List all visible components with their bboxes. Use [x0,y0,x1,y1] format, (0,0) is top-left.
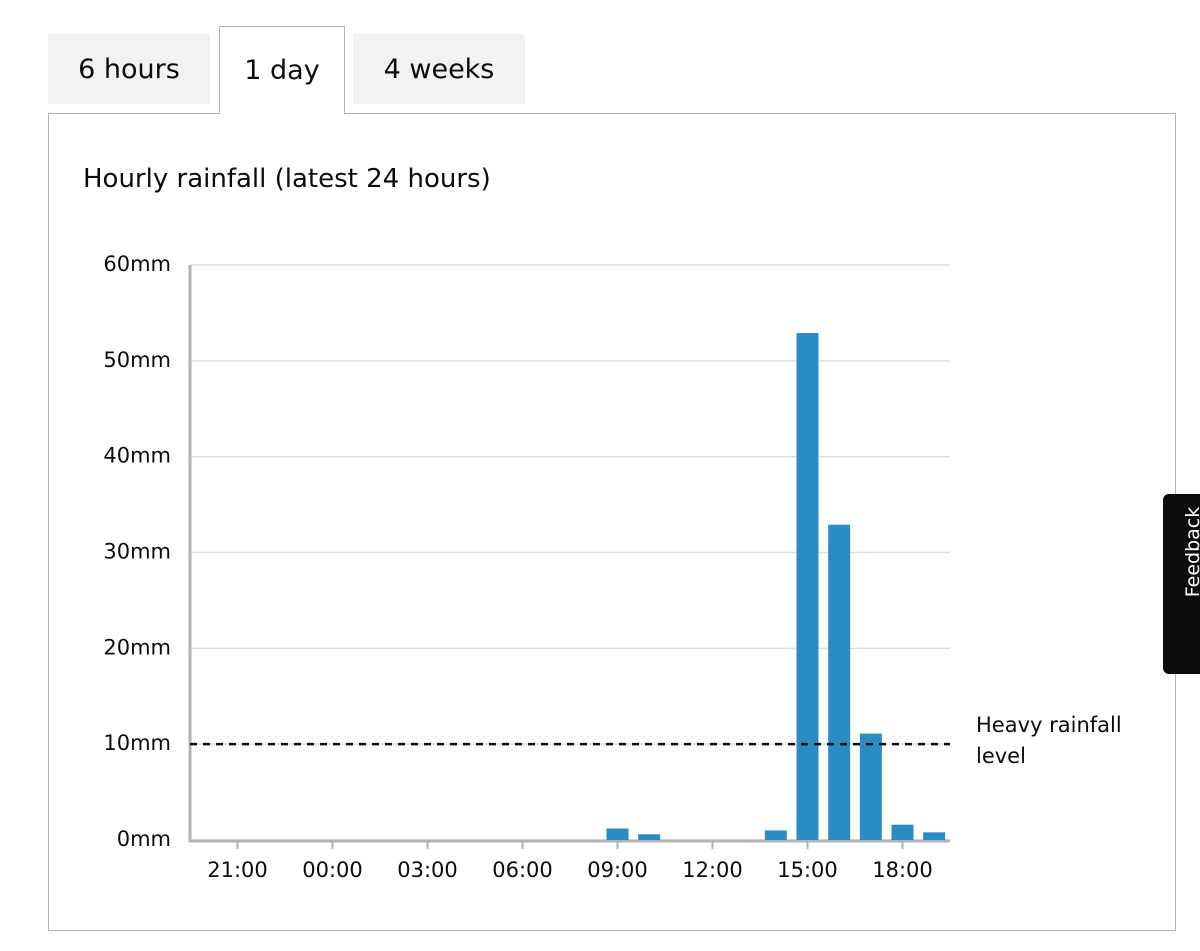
x-tick-label: 21:00 [207,858,268,882]
bar [891,824,914,840]
tab[interactable]: 4 weeks [353,34,525,104]
y-tick-label: 20mm [103,635,171,659]
feedback-label[interactable]: Feedback [1182,506,1200,598]
y-tick-label: 60mm [103,252,171,276]
y-tick-label: 50mm [103,348,171,372]
bar [859,733,882,840]
y-tick-label: 10mm [103,731,171,755]
feedback-tab[interactable]: Feedback [1163,494,1200,674]
x-tick-label: 03:00 [397,858,458,882]
bar [923,832,946,840]
bar [764,830,787,840]
x-tick-label: 09:00 [587,858,648,882]
x-tick-label: 15:00 [777,858,838,882]
bar [828,524,851,840]
bar [796,333,819,840]
y-tick-label: 30mm [103,540,171,564]
y-tick-label: 0mm [117,827,171,851]
x-tick-label: 18:00 [872,858,933,882]
y-tick-label: 40mm [103,444,171,468]
tab[interactable]: 6 hours [48,34,210,104]
chart-title: Hourly rainfall (latest 24 hours) [83,164,491,194]
x-tick-label: 06:00 [492,858,553,882]
tab[interactable]: 1 day [219,26,345,114]
x-tick-label: 00:00 [302,858,363,882]
x-tick-label: 12:00 [682,858,743,882]
bar [606,828,629,840]
reference-label: Heavy rainfall level [976,713,1122,768]
bar [638,834,661,840]
